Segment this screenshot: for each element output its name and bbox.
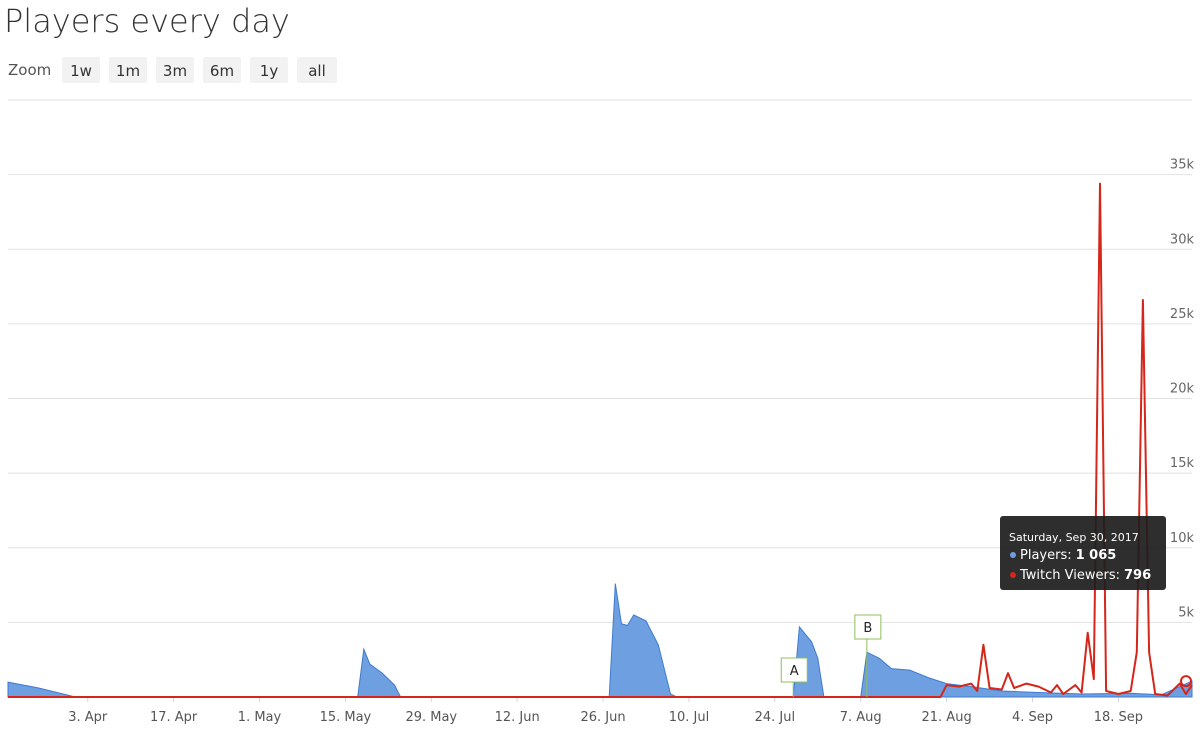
- x-tick-label: 18. Sep: [1094, 710, 1143, 725]
- x-tick-label: 29. May: [405, 710, 457, 725]
- flag-box: [780, 657, 808, 683]
- x-tick-label: 1. May: [238, 710, 282, 725]
- zoom-button-bg[interactable]: [203, 57, 241, 83]
- zoom-button-bg[interactable]: [250, 57, 288, 83]
- grid: 5k 10k 15k 20k 25k 30k 35k 3. Apr 17. Apr 1. May 1…: [8, 99, 1195, 725]
- tooltip: Saturday, Sep 30, 2017 Players: 1 065 Twitc…: [1000, 516, 1192, 688]
- x-tick-label: 26. Jun: [581, 710, 626, 725]
- x-tick-label: 12. Jun: [495, 710, 540, 725]
- zoom-button-label[interactable]: 1w: [70, 62, 92, 80]
- y-tick-label: 15k: [1170, 456, 1195, 471]
- x-tick-label: 21. Aug: [922, 710, 972, 725]
- tooltip-label: Twitch Viewers:: [1019, 568, 1120, 583]
- x-tick-label: 17. Apr: [150, 710, 198, 725]
- x-tick-label: 4. Sep: [1012, 710, 1053, 725]
- zoom-button-label[interactable]: 1y: [260, 62, 279, 80]
- tooltip-dot: [1010, 552, 1016, 558]
- tooltip-value: 1 065: [1076, 548, 1117, 563]
- zoom-button[interactable]: all: [297, 57, 337, 83]
- flag-box: [854, 614, 882, 640]
- zoom-button[interactable]: 1m: [109, 57, 147, 83]
- twitch-line: [8, 182, 1193, 698]
- x-tick-label: 24. Jul: [755, 710, 796, 725]
- zoom-button-label[interactable]: 3m: [163, 62, 187, 80]
- tooltip-dot: [1010, 572, 1016, 578]
- x-tick-label: 10. Jul: [669, 710, 710, 725]
- zoom-button-bg[interactable]: [62, 57, 100, 83]
- zoom-button-label[interactable]: all: [308, 62, 326, 80]
- y-tick-label: 20k: [1170, 382, 1195, 397]
- x-tick-label: 7. Aug: [840, 710, 882, 725]
- y-tick-label: 10k: [1170, 531, 1195, 546]
- chart-title: Players every day: [4, 2, 290, 40]
- zoom-buttons: 1w 1m 3m 6m 1y all: [62, 57, 337, 83]
- zoom-button-bg[interactable]: [297, 57, 337, 83]
- tooltip-row: Twitch Viewers: 796: [1019, 568, 1151, 583]
- tooltip-row: Players: 1 065: [1020, 548, 1116, 563]
- zoom-button-bg[interactable]: [109, 57, 147, 83]
- zoom-button[interactable]: 6m: [203, 57, 241, 83]
- y-tick-label: 25k: [1170, 307, 1195, 322]
- zoom-button-bg[interactable]: [156, 57, 194, 83]
- zoom-button[interactable]: 1w: [62, 57, 100, 83]
- tooltip-value: 796: [1124, 568, 1151, 583]
- x-tick-label: 3. Apr: [68, 710, 108, 725]
- flags: AB: [780, 614, 882, 697]
- tooltip-label: Players:: [1020, 548, 1072, 563]
- zoom-button[interactable]: 1y: [250, 57, 288, 83]
- flag-label: B: [863, 621, 872, 636]
- zoom-button-label[interactable]: 6m: [210, 62, 234, 80]
- tooltip-title: Saturday, Sep 30, 2017: [1009, 531, 1139, 544]
- zoom-button[interactable]: 3m: [156, 57, 194, 83]
- zoom-label: Zoom: [8, 61, 51, 79]
- y-tick-label: 35k: [1170, 158, 1195, 173]
- zoom-button-label[interactable]: 1m: [116, 62, 140, 80]
- hover-marker: [1180, 675, 1192, 688]
- plot: [7, 182, 1193, 698]
- x-tick-label: 15. May: [320, 710, 372, 725]
- y-tick-label: 30k: [1170, 232, 1195, 247]
- flag-label: A: [790, 664, 799, 679]
- y-tick-label: 5k: [1178, 605, 1194, 620]
- players-area: [7, 583, 1193, 698]
- tooltip-box: [1000, 516, 1166, 590]
